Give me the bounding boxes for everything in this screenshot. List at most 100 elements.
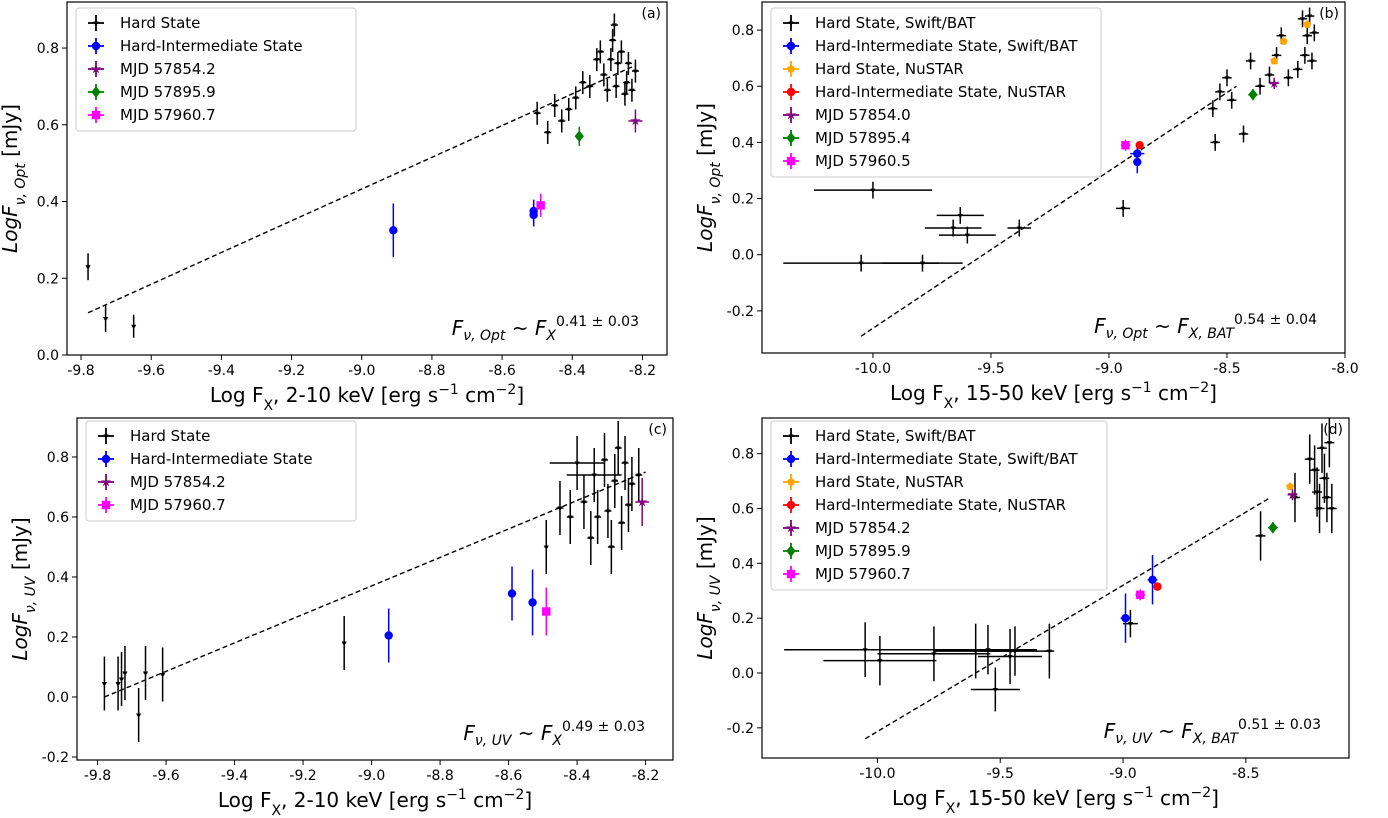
legend-label: MJD 57895.4 [815, 129, 911, 147]
data-point [601, 73, 607, 78]
data-point [622, 461, 628, 466]
legend-label: Hard State [130, 427, 210, 445]
legend-item-mjd-57854-2: MJD 57854.2 [783, 519, 911, 537]
data-point [389, 226, 398, 235]
series-hard-state-swift-bat [783, 7, 1320, 272]
fit-formula-part: F [1177, 314, 1189, 338]
legend-marker [786, 41, 796, 51]
data-point [1120, 206, 1126, 212]
data-point [102, 317, 109, 322]
data-point [625, 503, 632, 508]
legend-item-hard-intermediate-state-swift-bat: Hard-Intermediate State, Swift/BAT [783, 450, 1078, 468]
series-hard-state-nustar [1270, 20, 1312, 65]
data-point [862, 648, 868, 653]
legend-box [85, 420, 357, 522]
plot-frame [76, 417, 674, 761]
series-hard-state-swift-bat [784, 418, 1337, 712]
data-point [1148, 575, 1157, 584]
data-point [1312, 468, 1318, 474]
legend-box [770, 7, 1102, 178]
series-hard-intermediate-state-nustar [1135, 141, 1144, 150]
legend-item-mjd-57854-0: MJD 57854.0 [783, 106, 911, 124]
data-point [142, 671, 149, 676]
data-point [1307, 457, 1313, 463]
data-point [1306, 14, 1313, 20]
fit-formula: Fν, UV ~ FX0.49 ± 0.03 [463, 719, 645, 749]
data-point [629, 88, 635, 94]
panel-tag: (d) [1323, 422, 1343, 438]
y-tick-label: 0.6 [47, 510, 69, 526]
legend-item-hard-intermediate-state: Hard-Intermediate State [98, 450, 313, 468]
data-point [618, 50, 624, 55]
data-point [858, 261, 864, 267]
legend-item-hard-state: Hard State [98, 427, 210, 445]
legend-item-mjd-57895-9: MJD 57895.9 [783, 542, 911, 560]
y-tick-label: -0.2 [727, 304, 754, 320]
data-point [1287, 489, 1298, 500]
fit-formula-part: ν, Opt [463, 328, 506, 344]
legend-marker [786, 500, 796, 510]
legend-item-mjd-57854-2: MJD 57854.2 [88, 60, 216, 78]
panel-tag: (c) [648, 422, 667, 438]
data-point [605, 509, 611, 514]
data-point [1270, 56, 1279, 65]
data-point [1135, 141, 1144, 150]
data-point [1279, 37, 1288, 45]
series-hard-intermediate-state [389, 199, 538, 258]
legend-marker [787, 477, 795, 486]
legend-label: Hard-Intermediate State, NuSTAR [815, 83, 1066, 101]
series-mjd-57895-4 [1248, 88, 1258, 101]
data-point [85, 265, 91, 270]
x-tick-label: -8.6 [488, 363, 515, 379]
data-point [615, 61, 621, 67]
fit-formula-part: X [545, 328, 556, 344]
data-point [624, 81, 630, 86]
series-mjd-57854-2 [1287, 489, 1298, 501]
data-point [581, 500, 587, 505]
legend-label: Hard-Intermediate State, Swift/BAT [815, 37, 1078, 55]
legend-label: Hard State, Swift/BAT [815, 427, 976, 445]
fit-formula-part: 0.54 ± 0.04 [1234, 312, 1317, 328]
legend-marker [91, 110, 101, 120]
legend-item-mjd-57960-7: MJD 57960.7 [783, 565, 911, 583]
data-point [591, 473, 597, 478]
x-tick-label: -8.4 [559, 363, 586, 379]
y-tick-label: 0.4 [732, 135, 754, 151]
legend-marker [103, 434, 109, 439]
fit-formula-part: X [551, 733, 562, 749]
x-tick-label: -9.8 [84, 768, 111, 784]
series-mjd-57854-0 [1268, 77, 1280, 90]
fit-formula-part: F [463, 721, 475, 745]
series-hard-intermediate-state-swift-bat [1120, 555, 1158, 643]
data-point [610, 38, 616, 44]
data-point [931, 652, 937, 657]
legend-label: MJD 57895.9 [815, 542, 911, 560]
legend-item-hard-state-swift-bat: Hard State, Swift/BAT [783, 427, 976, 445]
data-point [1299, 17, 1306, 22]
legend-item-hard-intermediate-state-nustar: Hard-Intermediate State, NuSTAR [783, 83, 1066, 101]
data-point [573, 96, 579, 101]
data-point [1273, 53, 1280, 59]
data-point [1303, 20, 1312, 28]
fit-formula-part: 0.49 ± 0.03 [562, 719, 645, 735]
fit-formula-part: F [535, 316, 547, 340]
fit-formula-part: F [1094, 314, 1106, 338]
y-tick-label: -0.2 [42, 750, 69, 766]
data-point [1016, 226, 1022, 232]
data-point [992, 687, 998, 693]
chart-panel-c: -9.8 -9.6 -9.4 -9.2 -9.0 -8.8 -8.6 -8.4 -8.2 -0.2… [8, 417, 674, 818]
data-point [1046, 649, 1052, 655]
legend: Hard State Hard-Intermediate State MJD 578… [75, 7, 357, 132]
data-point [1319, 446, 1325, 452]
x-tick-label: -9.4 [221, 768, 248, 784]
data-point [615, 446, 621, 451]
legend-marker [101, 500, 111, 510]
data-point [1240, 132, 1247, 137]
legend-item-hard-intermediate-state-nustar: Hard-Intermediate State, NuSTAR [783, 496, 1066, 514]
fit-formula-part: X, BAT [1192, 731, 1240, 747]
data-point [1212, 140, 1218, 146]
x-tick-label: -9.6 [138, 363, 165, 379]
legend-marker [785, 109, 797, 120]
x-tick-label: -9.5 [977, 361, 1004, 377]
